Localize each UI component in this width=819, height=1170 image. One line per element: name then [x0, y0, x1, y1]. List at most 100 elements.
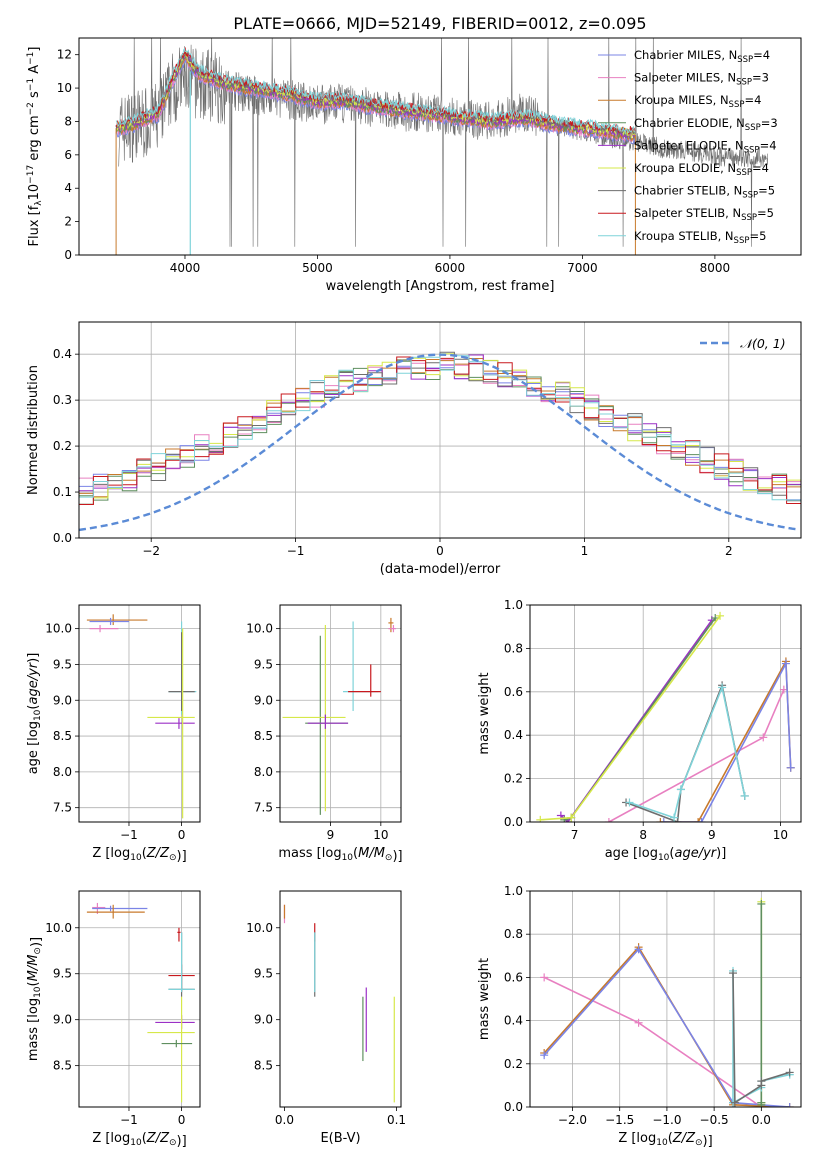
legend-label-subscript: SSP	[729, 100, 745, 110]
label-subscript: 10	[130, 853, 142, 863]
x-tick-label: −1	[287, 544, 305, 558]
x-axis-label: wavelength [Angstrom, rest frame]	[326, 279, 555, 294]
legend-label: Salpeter STELIB, NSSP=5	[634, 206, 774, 223]
label-part: Flux [f	[27, 205, 42, 246]
plot-area	[115, 38, 768, 255]
legend-label: Kroupa MILES, NSSP=4	[634, 93, 761, 110]
legend-label-text: =5	[757, 206, 774, 220]
label-part: age [log	[605, 846, 658, 861]
model-spectrum-salpeter_stelib	[115, 47, 636, 135]
weight-line-chabrier_stelib	[625, 682, 746, 822]
label-subscript: ⊙	[695, 1138, 703, 1148]
y-axis-label: mass [log10(M/M⊙)]	[26, 937, 44, 1061]
plot-frame	[78, 604, 201, 823]
label-part: )]	[26, 653, 41, 663]
legend-label-text: =4	[744, 93, 761, 107]
y-tick-label: 0.8	[504, 641, 523, 655]
legend-label-subscript: SSP	[744, 145, 760, 155]
legend-label-text: Chabrier ELODIE, N	[634, 116, 745, 130]
y-tick-label: 9.5	[53, 967, 72, 981]
figure-title: PLATE=0666, MJD=52149, FIBERID=0012, z=0…	[233, 14, 646, 33]
legend-label-text: Kroupa MILES, N	[634, 93, 729, 107]
y-tick-label: 0.0	[53, 531, 72, 545]
x-axis-label: (data-model)/error	[380, 562, 501, 577]
panel-spectrum: 4000 5000 6000 7000 8000 0 2 4 6 8 10 12 wavelength …	[26, 37, 802, 294]
legend-label-subscript: SSP	[734, 236, 750, 246]
y-tick-label: 0.2	[53, 439, 72, 453]
y-tick-label: 9.5	[254, 657, 273, 671]
x-axis-label: E(B-V)	[320, 1131, 360, 1146]
y-tick-label: 1.0	[504, 884, 523, 898]
plot-frame	[529, 890, 802, 1108]
y-tick-label: 10.0	[246, 921, 273, 935]
x-tick-label: 4000	[170, 261, 201, 275]
legend-label: Salpeter MILES, NSSP=3	[634, 71, 769, 88]
legend-label-text: =4	[753, 48, 770, 62]
legend-label-subscript: SSP	[742, 191, 758, 201]
label-part: 10	[27, 184, 42, 201]
y-tick-label: 9.0	[254, 1013, 273, 1027]
plot-area	[86, 614, 197, 819]
y-tick-label: 0.4	[53, 347, 72, 361]
label-part: (	[142, 1131, 147, 1146]
panel-massweight_vs_Z: −2.0 −1.5 −1.0 −0.5 0.0 0.0 0.2 0.4 0.6 0.8 1.0 Z […	[477, 884, 802, 1149]
y-axis-label: Flux [fλ10−17 erg cm−2 s−1 A−1]	[26, 47, 44, 247]
legend-label-text: Salpeter MILES, N	[634, 71, 736, 85]
label-part: (	[669, 846, 674, 861]
legend-label-subscript: SSP	[741, 213, 757, 223]
weight-line-salpeter_miles	[543, 976, 762, 1107]
label-part: )]	[716, 846, 726, 861]
y-tick-label: 0.4	[504, 1014, 523, 1028]
label-part: erg cm	[27, 115, 42, 164]
x-tick-label: 9	[708, 828, 716, 842]
y-tick-label: 0.3	[53, 393, 72, 407]
label-part: (	[353, 846, 358, 861]
legend-label: Salpeter ELODIE, NSSP=4	[634, 138, 777, 155]
x-tick-label: 8	[639, 828, 647, 842]
plot-frame	[279, 890, 402, 1108]
plot-area	[283, 904, 395, 1103]
label-subscript: ⊙	[385, 853, 393, 863]
plot-frame	[78, 890, 201, 1108]
legend-label-text: =5	[758, 184, 775, 198]
x-tick-label: 8000	[700, 261, 731, 275]
label-subscript: ⊙	[33, 947, 43, 955]
normal-curve	[79, 353, 799, 532]
x-tick-label: 6000	[435, 261, 466, 275]
y-axis-label: age [log10(age/yr)]	[26, 653, 43, 775]
x-tick-label: 0.0	[275, 1113, 294, 1127]
y-axis-label: mass weight	[477, 958, 492, 1040]
legend-label-text: Chabrier STELIB, N	[634, 184, 742, 198]
label-part: )]	[392, 849, 402, 864]
y-tick-label: 0.0	[504, 815, 523, 829]
y-tick-label: 9.0	[254, 693, 273, 707]
label-subscript: 10	[656, 1138, 668, 1148]
x-tick-label: −1.5	[605, 1113, 634, 1127]
label-part: )]	[177, 849, 187, 864]
x-tick-label: 5000	[302, 261, 333, 275]
x-tick-label: 10	[773, 828, 788, 842]
y-tick-label: 8.5	[53, 729, 72, 743]
x-tick-label: 0.1	[387, 1113, 406, 1127]
y-tick-label: 10.0	[45, 921, 72, 935]
y-tick-label: 8.5	[254, 729, 273, 743]
y-tick-label: 8.0	[254, 765, 273, 779]
y-tick-label: 0.6	[504, 970, 523, 984]
plot-area	[86, 902, 195, 1103]
legend-label-subscript: SSP	[736, 78, 752, 88]
legend-label-normal: 𝒩(0, 1)	[740, 336, 786, 351]
x-tick-label: 0.0	[752, 1113, 771, 1127]
x-tick-label: −2.0	[558, 1113, 587, 1127]
label-subscript: 10	[33, 986, 43, 998]
label-part: mass [log	[26, 998, 41, 1061]
y-tick-label: 2	[64, 215, 72, 229]
x-tick-label: 7000	[567, 261, 598, 275]
legend-label-text: =3	[761, 116, 778, 130]
y-tick-label: 8.5	[53, 1059, 72, 1073]
x-tick-label: 0	[178, 1113, 186, 1127]
x-tick-label: −1	[120, 1113, 138, 1127]
legend-label-text: =4	[760, 138, 777, 152]
label-part: M/M	[358, 846, 385, 861]
